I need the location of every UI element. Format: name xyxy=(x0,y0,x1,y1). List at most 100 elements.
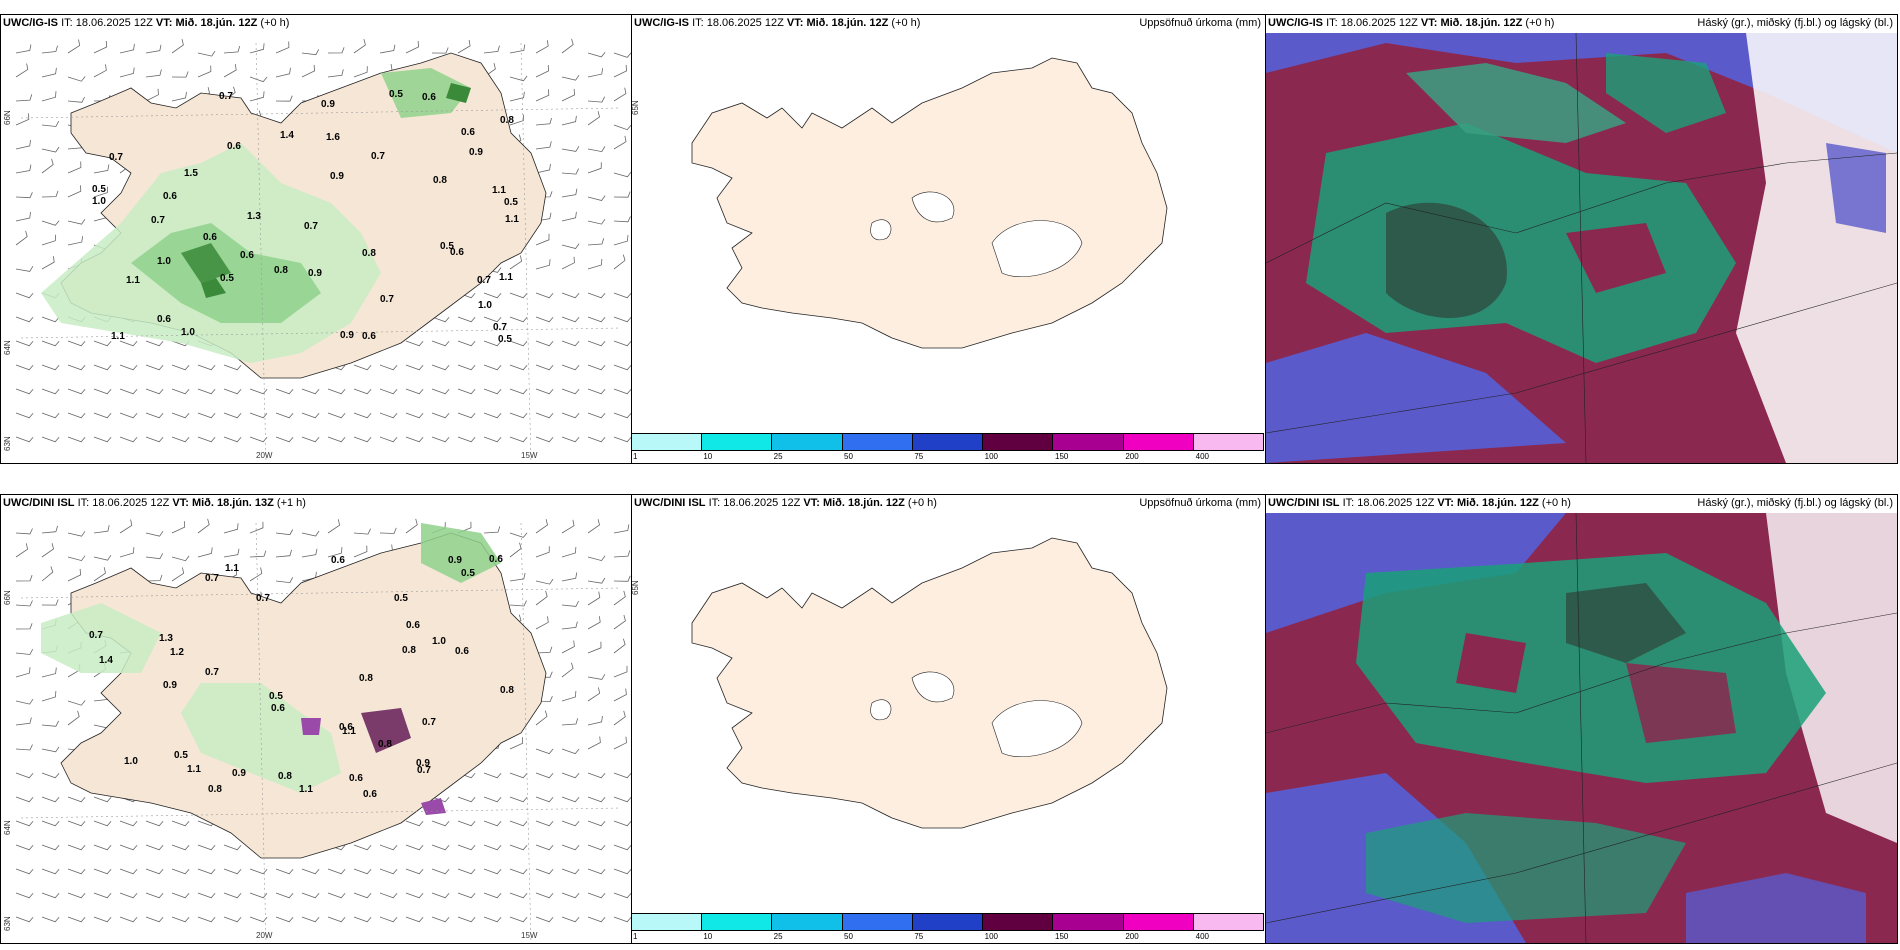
wind-barb xyxy=(353,364,372,371)
wind-barb xyxy=(67,340,86,347)
wind-barb xyxy=(15,667,31,678)
wind-barb xyxy=(483,340,502,347)
wind-barb xyxy=(41,340,60,347)
wind-barb xyxy=(249,91,265,102)
wind-barb xyxy=(223,45,241,54)
wind-barb xyxy=(67,568,82,582)
wind-barb xyxy=(613,844,631,851)
wind-barb xyxy=(353,38,366,54)
wind-barb xyxy=(275,95,293,102)
wind-barb xyxy=(67,76,86,82)
wind-barb xyxy=(405,388,424,395)
wind-barb xyxy=(223,548,240,558)
colorbar-tick-label: 100 xyxy=(984,932,999,941)
wind-barb xyxy=(509,44,526,54)
wind-barb xyxy=(509,255,523,270)
precip-value-label: 1.3 xyxy=(247,211,261,222)
wind-barb xyxy=(15,265,34,272)
panel-title: Háský (gr.), miðský (fj.bl.) og lágský (… xyxy=(1697,17,1893,29)
lon-label-20w: 20W xyxy=(256,931,273,940)
wind-barb xyxy=(405,412,424,419)
wind-barb xyxy=(93,868,112,875)
wind-barb xyxy=(431,340,450,347)
precip-value-label: 1.1 xyxy=(342,726,356,737)
wind-barb xyxy=(353,868,372,875)
glacier-hole xyxy=(991,220,1083,278)
wind-barb xyxy=(223,364,242,371)
wind-barb xyxy=(67,844,86,851)
wind-barb xyxy=(15,543,29,558)
wind-barb xyxy=(561,820,580,827)
wind-barb xyxy=(301,412,320,419)
wind-barb xyxy=(41,146,60,153)
precip-value-label: 0.6 xyxy=(349,773,363,784)
precip-value-label: 0.5 xyxy=(220,273,234,284)
precip-value-label: 1.1 xyxy=(111,331,125,342)
wind-barb xyxy=(613,316,631,323)
wind-barb xyxy=(197,364,216,371)
wind-barb xyxy=(587,412,606,419)
wind-barb xyxy=(587,674,606,680)
wind-barb xyxy=(613,340,631,347)
wind-barb xyxy=(483,364,502,371)
wind-barb xyxy=(223,892,242,899)
wind-barb xyxy=(561,621,578,630)
wind-barb xyxy=(249,521,264,534)
wind-barb xyxy=(171,91,187,102)
wind-barb xyxy=(613,710,626,726)
wind-barb xyxy=(67,892,86,899)
colorbar-tick-label: 150 xyxy=(1055,932,1069,941)
colorbar-tick-label: 400 xyxy=(1195,932,1210,941)
wind-barb xyxy=(613,235,629,246)
wind-barb xyxy=(457,39,471,54)
wind-barb xyxy=(587,195,606,201)
precip-value-label: 1.0 xyxy=(157,256,171,267)
wind-barb xyxy=(405,892,424,899)
precip-value-label: 1.3 xyxy=(159,633,173,644)
wind-barb xyxy=(67,916,86,923)
wind-barb xyxy=(561,844,580,851)
precip-value-label: 1.0 xyxy=(124,756,138,767)
precip-value-label: 0.7 xyxy=(219,91,233,102)
wind-barb xyxy=(119,868,138,875)
wind-barb xyxy=(561,211,577,222)
wind-barb xyxy=(535,519,548,534)
wind-barb xyxy=(67,185,82,198)
colorbar-segment xyxy=(1123,434,1194,450)
wind-barb xyxy=(15,575,33,582)
wind-barb xyxy=(171,521,186,534)
wind-barb xyxy=(535,578,554,585)
colorbar-segment xyxy=(842,914,913,930)
wind-barb xyxy=(379,436,398,443)
wind-barb xyxy=(353,66,368,78)
wind-barb xyxy=(509,316,528,323)
wind-barb xyxy=(67,364,86,371)
wind-barb xyxy=(587,616,601,630)
wind-barb xyxy=(145,820,164,827)
wind-barb xyxy=(67,868,86,875)
colorbar-tick-label: 75 xyxy=(914,452,924,461)
wind-barb xyxy=(535,89,550,102)
wind-barb xyxy=(15,94,33,102)
wind-barb xyxy=(197,547,213,558)
lat-label-66n: 66N xyxy=(3,110,12,125)
wind-barb xyxy=(509,114,524,126)
wind-barb xyxy=(561,38,574,54)
wind-barb xyxy=(613,216,631,223)
wind-barb xyxy=(613,575,631,582)
precip-value-label: 0.8 xyxy=(278,771,292,782)
wind-barb xyxy=(561,188,578,198)
wind-barb xyxy=(15,412,34,419)
wind-barb xyxy=(119,340,138,347)
colorbar-tick-label: 100 xyxy=(984,452,999,461)
wind-barb xyxy=(613,52,631,58)
wind-barb xyxy=(535,590,548,606)
wind-barb xyxy=(327,69,344,78)
colorbar-tick-label: 75 xyxy=(914,932,924,941)
wind-barb xyxy=(41,412,60,419)
wind-barb xyxy=(197,868,216,875)
wind-barb xyxy=(379,868,398,875)
wind-barb xyxy=(41,256,55,270)
wind-barb xyxy=(587,555,606,562)
wind-barb xyxy=(457,892,476,899)
